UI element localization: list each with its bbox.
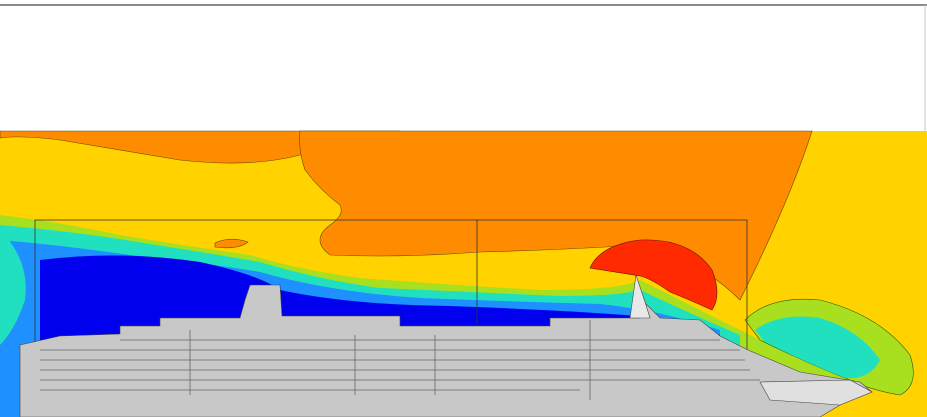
ship-hull [19,277,873,417]
ship [19,274,873,417]
ship-bow [759,379,873,406]
contour-orange [214,238,249,249]
ship-decks [40,320,760,400]
contour-cyan [755,316,880,379]
contour-red [589,239,718,311]
ship-funnel [629,274,651,319]
contour-cyan [0,230,26,345]
